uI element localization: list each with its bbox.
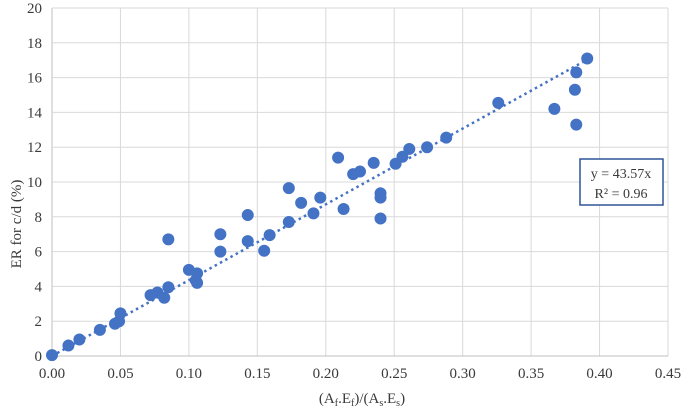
trendline-equation: y = 43.57x bbox=[591, 167, 651, 182]
x-tick-labels: 0.00 0.05 0.10 0.15 0.20 0.25 0.30 0.35 0.40 0.45 bbox=[39, 366, 681, 382]
data-point bbox=[162, 281, 175, 294]
y-tick-label: 20 bbox=[27, 1, 42, 17]
data-point bbox=[354, 165, 366, 178]
data-point bbox=[570, 66, 583, 79]
data-point bbox=[214, 245, 227, 258]
trendline-group bbox=[51, 59, 587, 358]
data-point bbox=[307, 207, 320, 220]
y-tick-label: 6 bbox=[35, 245, 43, 261]
data-point bbox=[570, 118, 583, 131]
data-point bbox=[241, 209, 254, 222]
x-tick-label: 0.25 bbox=[381, 366, 407, 382]
equation-box-border bbox=[579, 158, 664, 206]
data-point bbox=[548, 102, 561, 115]
data-point bbox=[581, 52, 594, 65]
gridlines bbox=[51, 7, 669, 357]
x-tick-label: 0.00 bbox=[39, 366, 65, 382]
x-tick-label: 0.15 bbox=[244, 366, 270, 382]
x-tick-label: 0.30 bbox=[450, 366, 476, 382]
data-point bbox=[282, 216, 295, 229]
y-tick-labels: 0 2 4 6 8 10 12 14 16 18 20 bbox=[27, 1, 43, 365]
data-point bbox=[214, 228, 227, 241]
data-point bbox=[337, 202, 350, 215]
data-point bbox=[314, 191, 327, 204]
data-point bbox=[440, 131, 453, 144]
y-tick-label: 4 bbox=[35, 279, 43, 295]
data-point bbox=[158, 291, 171, 304]
y-tick-label: 10 bbox=[27, 175, 42, 191]
x-tick-label: 0.20 bbox=[313, 366, 339, 382]
data-point bbox=[263, 229, 276, 242]
data-point bbox=[568, 83, 581, 96]
data-point bbox=[374, 191, 387, 204]
data-point bbox=[421, 141, 434, 154]
data-point bbox=[396, 150, 409, 163]
data-point bbox=[162, 233, 175, 246]
y-tick-label: 12 bbox=[27, 140, 42, 156]
x-tick-label: 0.40 bbox=[586, 366, 612, 382]
data-point bbox=[332, 151, 345, 164]
y-tick-label: 16 bbox=[27, 71, 43, 87]
data-points bbox=[46, 52, 594, 362]
trendline bbox=[51, 59, 587, 358]
y-tick-label: 8 bbox=[35, 210, 43, 226]
data-point bbox=[295, 196, 308, 209]
x-tick-label: 0.35 bbox=[518, 366, 544, 382]
data-point bbox=[46, 349, 58, 362]
x-tick-label: 0.45 bbox=[655, 366, 681, 382]
data-point bbox=[73, 333, 86, 346]
x-tick-label: 0.10 bbox=[176, 366, 202, 382]
y-tick-label: 14 bbox=[27, 105, 43, 121]
data-point bbox=[282, 182, 295, 195]
data-point bbox=[492, 96, 505, 109]
data-point bbox=[367, 156, 380, 169]
data-point bbox=[191, 267, 204, 280]
r-squared-value: R² = 0.96 bbox=[595, 187, 648, 202]
x-axis-label: (Af.Ef)/(As.Es) bbox=[319, 391, 405, 409]
data-point bbox=[241, 235, 254, 248]
data-point bbox=[114, 307, 127, 320]
y-tick-label: 18 bbox=[27, 36, 42, 52]
x-tick-label: 0.05 bbox=[107, 366, 133, 382]
y-tick-label: 0 bbox=[35, 349, 43, 365]
data-point bbox=[374, 212, 387, 225]
data-point bbox=[93, 323, 106, 336]
data-point bbox=[403, 142, 416, 155]
equation-box: y = 43.57x R² = 0.96 bbox=[579, 158, 664, 206]
data-point bbox=[258, 244, 271, 257]
y-tick-label: 2 bbox=[35, 314, 43, 330]
data-point bbox=[62, 339, 75, 352]
y-axis-label: ER for c/d (%) bbox=[9, 180, 25, 269]
